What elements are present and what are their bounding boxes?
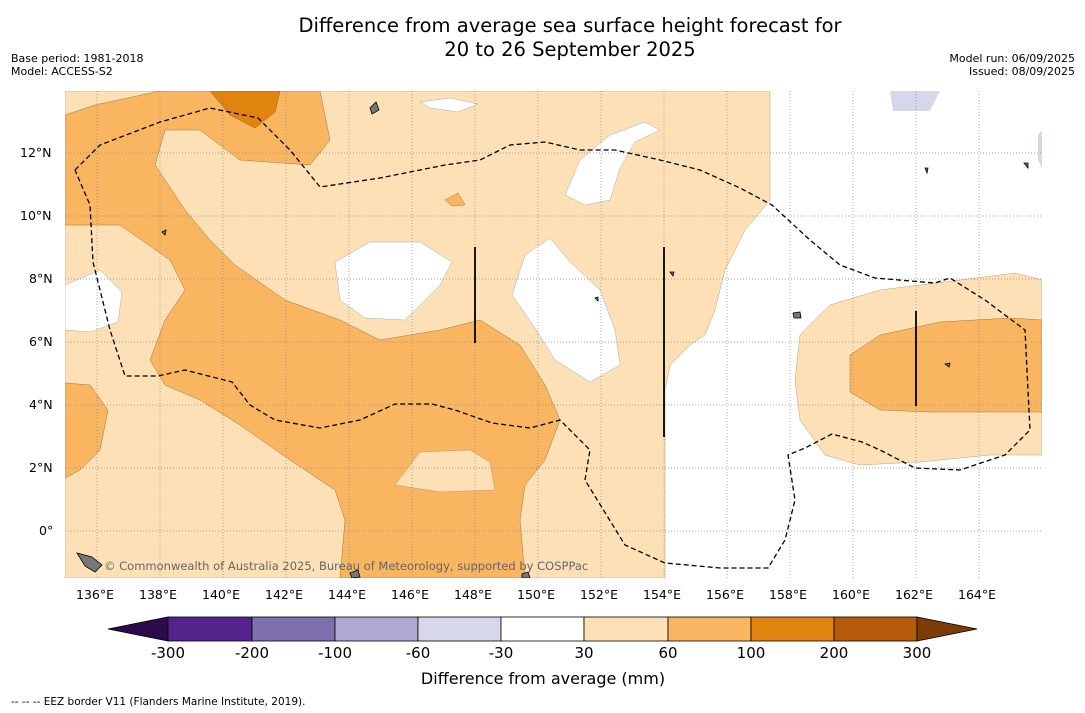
lon-tick-136: 136°E [76,587,115,602]
lon-tick-152: 152°E [580,587,619,602]
anomaly-minus-30-minus-60-edge [1038,130,1042,168]
lon-tick-164: 164°E [958,587,997,602]
base-period: Base period: 1981-2018 [11,52,144,65]
neutral-hole-1 [334,241,453,321]
eez-footnote: -- -- -- EEZ border V11 (Flanders Marine… [11,696,306,708]
colorbar [107,616,978,642]
neutral-hole-3 [564,121,661,206]
lon-tick-142: 142°E [265,587,304,602]
colorbar-bin-3 [417,616,502,642]
meta-right: Model run: 06/09/2025 Issued: 08/09/2025 [949,52,1075,78]
anomaly-30-60-inner [394,449,496,493]
track-markers [474,247,917,437]
model-run: Model run: 06/09/2025 [949,52,1075,65]
colorbar-label-9: 300 [902,644,932,662]
colorbar-bin-4 [500,616,585,642]
colorbar-label-5: 30 [574,644,594,662]
lat-tick-10n: 10°N [20,208,52,223]
neutral-hole-4 [419,97,479,113]
map-area [65,91,1042,578]
colorbar-label-6: 60 [658,644,678,662]
model-name: Model: ACCESS-S2 [11,65,113,78]
lon-tick-144: 144°E [328,587,367,602]
meta-left: Base period: 1981-2018 Model: ACCESS-S2 [11,52,143,78]
map-title: Difference from average sea surface heig… [0,14,1085,62]
lon-tick-150: 150°E [517,587,556,602]
colorbar-label-7: 100 [736,644,766,662]
anomaly-60-100-patch [444,192,466,207]
lat-tick-12n: 12°N [20,145,52,160]
colorbar-bin-2 [334,616,419,642]
neutral-hole-2 [511,237,621,383]
islands [76,101,1029,578]
lon-tick-138: 138°E [139,587,178,602]
colorbar-label-2: -100 [317,644,353,662]
colorbar-bin-0 [167,616,253,642]
lon-tick-158: 158°E [769,587,808,602]
colorbar-high-extend [916,616,978,642]
colorbar-bin-1 [251,616,336,642]
title-line-1: Difference from average sea surface heig… [298,14,842,37]
neutral-hole-5 [65,269,123,333]
colorbar-label-4: -30 [488,644,514,662]
issued-date: Issued: 08/09/2025 [968,65,1075,78]
colorbar-label-1: -200 [234,644,270,662]
colorbar-label-8: 200 [819,644,849,662]
latitude-gridlines [65,152,1042,532]
lat-tick-2n: 2°N [29,460,53,475]
lon-tick-160: 160°E [832,587,871,602]
copyright-notice: © Commonwealth of Australia 2025, Bureau… [104,559,589,573]
lat-tick-4n: 4°N [29,397,53,412]
colorbar-low-extend [107,616,169,642]
lon-tick-154: 154°E [643,587,682,602]
lat-tick-6n: 6°N [29,334,53,349]
colorbar-bin-8 [833,616,918,642]
colorbar-bin-7 [750,616,835,642]
colorbar-label-0: -300 [150,644,186,662]
colorbar-label-3: -60 [405,644,431,662]
lon-tick-156: 156°E [706,587,745,602]
anomaly-minus-30-minus-60 [890,91,940,111]
title-line-2: 20 to 26 September 2025 [444,38,696,61]
lon-tick-162: 162°E [895,587,934,602]
lat-tick-8n: 8°N [29,271,53,286]
lon-tick-140: 140°E [202,587,241,602]
colorbar-title: Difference from average (mm) [420,669,666,688]
colorbar-bin-6 [667,616,752,642]
colorbar-bin-5 [583,616,669,642]
lon-tick-148: 148°E [454,587,493,602]
lat-tick-0: 0° [39,523,54,538]
eez-border [74,107,1031,569]
lon-tick-146: 146°E [391,587,430,602]
